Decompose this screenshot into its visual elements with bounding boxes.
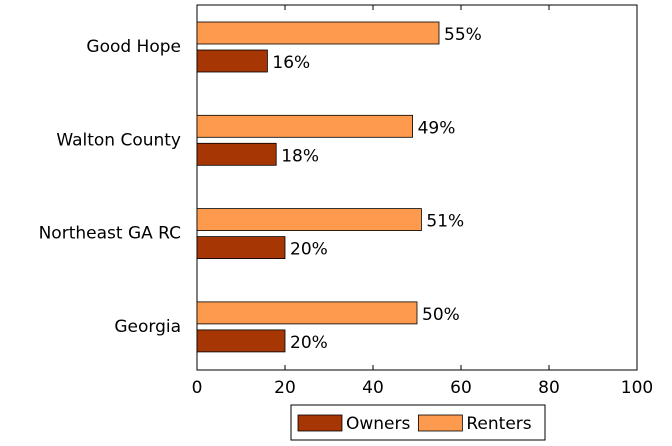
bar: [196, 21, 440, 45]
bar: [196, 329, 286, 353]
value-label: 49%: [418, 118, 456, 138]
x-tick-label: 20: [274, 378, 296, 398]
bar: [196, 114, 414, 138]
legend-label: Owners: [346, 414, 411, 434]
value-label: 50%: [422, 305, 460, 325]
value-label: 20%: [290, 333, 328, 353]
x-tick-label: 40: [362, 378, 384, 398]
y-tick-label: Northeast GA RC: [39, 224, 181, 244]
value-label: 16%: [272, 53, 310, 73]
x-tick-label: 60: [450, 378, 472, 398]
legend-swatch: [297, 414, 343, 432]
y-tick-label: Georgia: [114, 317, 181, 337]
value-label: 51%: [426, 212, 464, 232]
legend-swatch: [417, 414, 463, 432]
bar: [196, 49, 268, 73]
bar: [196, 142, 277, 166]
plot-frame: [196, 4, 638, 371]
y-tick-label: Walton County: [56, 130, 181, 150]
y-tick-label: Good Hope: [86, 37, 181, 57]
x-tick-label: 0: [192, 378, 203, 398]
bar: [196, 208, 422, 232]
value-label: 18%: [281, 146, 319, 166]
value-label: 55%: [444, 25, 482, 45]
x-tick-label: 80: [538, 378, 560, 398]
value-label: 20%: [290, 240, 328, 260]
bar: [196, 301, 418, 325]
legend-label: Renters: [466, 414, 531, 434]
bar: [196, 236, 286, 260]
x-tick-label: 100: [621, 378, 653, 398]
